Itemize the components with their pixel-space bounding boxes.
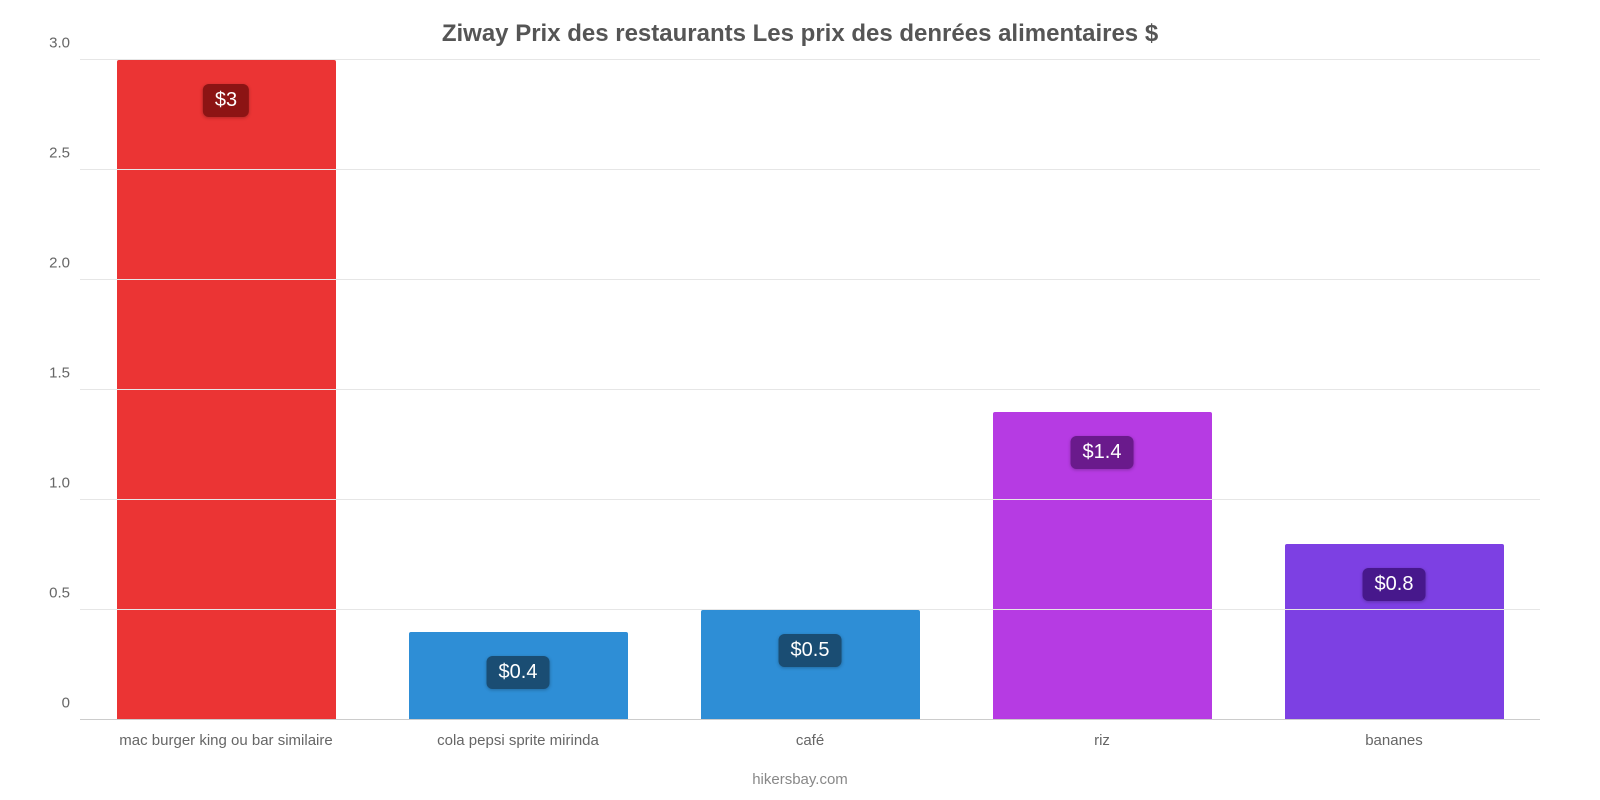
- bar-slot: $0.4cola pepsi sprite mirinda: [372, 60, 664, 720]
- bar: $3: [117, 60, 336, 720]
- chart-title: Ziway Prix des restaurants Les prix des …: [0, 20, 1600, 48]
- gridline: [80, 169, 1540, 170]
- bar: $1.4: [993, 412, 1212, 720]
- x-axis-tick: riz: [1094, 720, 1110, 749]
- bar-value-label: $0.5: [779, 634, 842, 667]
- y-axis-tick: 3.0: [49, 35, 80, 52]
- y-axis-tick: 2.5: [49, 145, 80, 162]
- y-axis-tick: 1.5: [49, 365, 80, 382]
- gridline: [80, 719, 1540, 720]
- gridline: [80, 59, 1540, 60]
- bar: $0.8: [1285, 544, 1504, 720]
- gridline: [80, 389, 1540, 390]
- gridline: [80, 499, 1540, 500]
- bar-value-label: $1.4: [1071, 436, 1134, 469]
- bar: $0.5: [701, 610, 920, 720]
- gridline: [80, 609, 1540, 610]
- x-axis-tick: mac burger king ou bar similaire: [119, 720, 332, 749]
- x-axis-tick: bananes: [1365, 720, 1423, 749]
- bar-value-label: $0.8: [1363, 568, 1426, 601]
- bar-slot: $0.5café: [664, 60, 956, 720]
- bar-value-label: $3: [203, 84, 249, 117]
- x-axis-tick: cola pepsi sprite mirinda: [437, 720, 599, 749]
- y-axis-tick: 0.5: [49, 585, 80, 602]
- y-axis-tick: 2.0: [49, 255, 80, 272]
- y-axis-tick: 1.0: [49, 475, 80, 492]
- chart-footer: hikersbay.com: [0, 771, 1600, 788]
- x-axis-tick: café: [796, 720, 824, 749]
- y-axis-tick: 0: [62, 695, 80, 712]
- bar-slot: $3mac burger king ou bar similaire: [80, 60, 372, 720]
- gridline: [80, 279, 1540, 280]
- bar-value-label: $0.4: [487, 656, 550, 689]
- plot-area: $3mac burger king ou bar similaire$0.4co…: [80, 60, 1540, 720]
- bars-group: $3mac burger king ou bar similaire$0.4co…: [80, 60, 1540, 720]
- bar: $0.4: [409, 632, 628, 720]
- bar-slot: $0.8bananes: [1248, 60, 1540, 720]
- chart-container: Ziway Prix des restaurants Les prix des …: [0, 0, 1600, 800]
- bar-slot: $1.4riz: [956, 60, 1248, 720]
